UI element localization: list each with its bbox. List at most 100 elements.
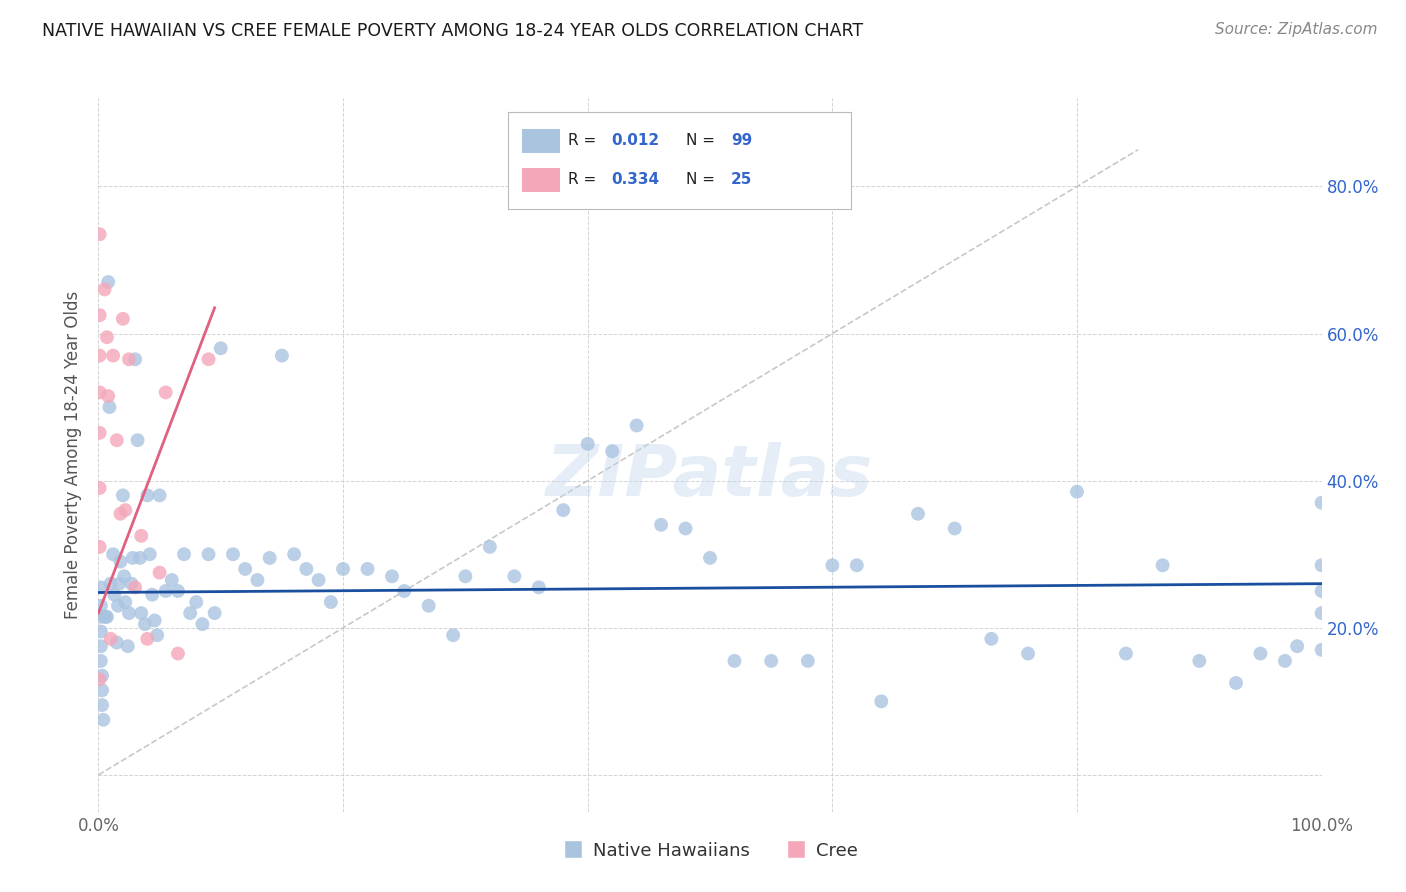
Point — [821, 558, 844, 573]
Point — [626, 418, 648, 433]
Point — [110, 555, 132, 569]
Point — [89, 385, 111, 400]
Point — [91, 713, 114, 727]
Point — [295, 562, 318, 576]
Point — [91, 668, 114, 682]
Point — [118, 606, 141, 620]
Point — [761, 654, 783, 668]
Point — [209, 341, 232, 355]
Point — [89, 308, 111, 322]
Point — [907, 507, 929, 521]
Point — [98, 400, 121, 414]
Point — [283, 547, 305, 561]
Point — [246, 573, 269, 587]
Point — [441, 628, 464, 642]
Point — [1249, 647, 1271, 661]
Point — [155, 385, 177, 400]
Point — [111, 311, 134, 326]
Y-axis label: Female Poverty Among 18-24 Year Olds: Female Poverty Among 18-24 Year Olds — [65, 291, 83, 619]
Point — [90, 639, 112, 653]
Point — [114, 503, 136, 517]
Point — [1066, 484, 1088, 499]
Point — [1274, 654, 1296, 668]
Point — [980, 632, 1002, 646]
Point — [553, 503, 575, 517]
Point — [90, 624, 112, 639]
Point — [93, 282, 115, 296]
Point — [503, 569, 526, 583]
Point — [103, 588, 125, 602]
Point — [108, 576, 131, 591]
Point — [90, 654, 112, 668]
Point — [186, 595, 208, 609]
Point — [127, 434, 149, 448]
Point — [101, 349, 124, 363]
Point — [1017, 647, 1039, 661]
Point — [1310, 584, 1333, 599]
Point — [699, 550, 721, 565]
Point — [1115, 647, 1137, 661]
Point — [90, 599, 112, 613]
Point — [356, 562, 378, 576]
Point — [1286, 639, 1309, 653]
Point — [197, 352, 219, 367]
Point — [418, 599, 440, 613]
Point — [96, 609, 118, 624]
Point — [308, 573, 330, 587]
Point — [167, 647, 190, 661]
Point — [143, 614, 166, 628]
Point — [89, 540, 111, 554]
Point — [155, 584, 177, 599]
Text: ZIPatlas: ZIPatlas — [547, 442, 873, 511]
Point — [1188, 654, 1211, 668]
Point — [91, 698, 114, 712]
Point — [141, 588, 163, 602]
Point — [118, 352, 141, 367]
Point — [332, 562, 354, 576]
Point — [454, 569, 477, 583]
Point — [650, 517, 672, 532]
Point — [96, 330, 118, 344]
Point — [110, 507, 132, 521]
Point — [1310, 606, 1333, 620]
Text: NATIVE HAWAIIAN VS CREE FEMALE POVERTY AMONG 18-24 YEAR OLDS CORRELATION CHART: NATIVE HAWAIIAN VS CREE FEMALE POVERTY A… — [42, 22, 863, 40]
Point — [129, 606, 152, 620]
Point — [1310, 643, 1333, 657]
Point — [100, 576, 122, 591]
Point — [179, 606, 201, 620]
Point — [136, 488, 159, 502]
Point — [191, 617, 214, 632]
Point — [89, 425, 111, 440]
Point — [478, 540, 501, 554]
Point — [129, 550, 152, 565]
Point — [167, 584, 190, 599]
Point — [120, 576, 142, 591]
Point — [97, 275, 120, 289]
Point — [160, 573, 183, 587]
Point — [845, 558, 868, 573]
Point — [197, 547, 219, 561]
Point — [723, 654, 745, 668]
Point — [870, 694, 893, 708]
Point — [136, 632, 159, 646]
Point — [101, 547, 124, 561]
Point — [107, 599, 129, 613]
Point — [94, 609, 117, 624]
Point — [114, 595, 136, 609]
Point — [89, 349, 111, 363]
Point — [381, 569, 404, 583]
Point — [270, 349, 294, 363]
Point — [112, 569, 135, 583]
Point — [149, 488, 172, 502]
Point — [111, 488, 134, 502]
Point — [89, 673, 111, 687]
Point — [146, 628, 169, 642]
Point — [121, 550, 143, 565]
Point — [97, 389, 120, 403]
Point — [1152, 558, 1174, 573]
Point — [797, 654, 820, 668]
Point — [124, 580, 146, 594]
Point — [259, 550, 281, 565]
Point — [319, 595, 342, 609]
Point — [1310, 496, 1333, 510]
